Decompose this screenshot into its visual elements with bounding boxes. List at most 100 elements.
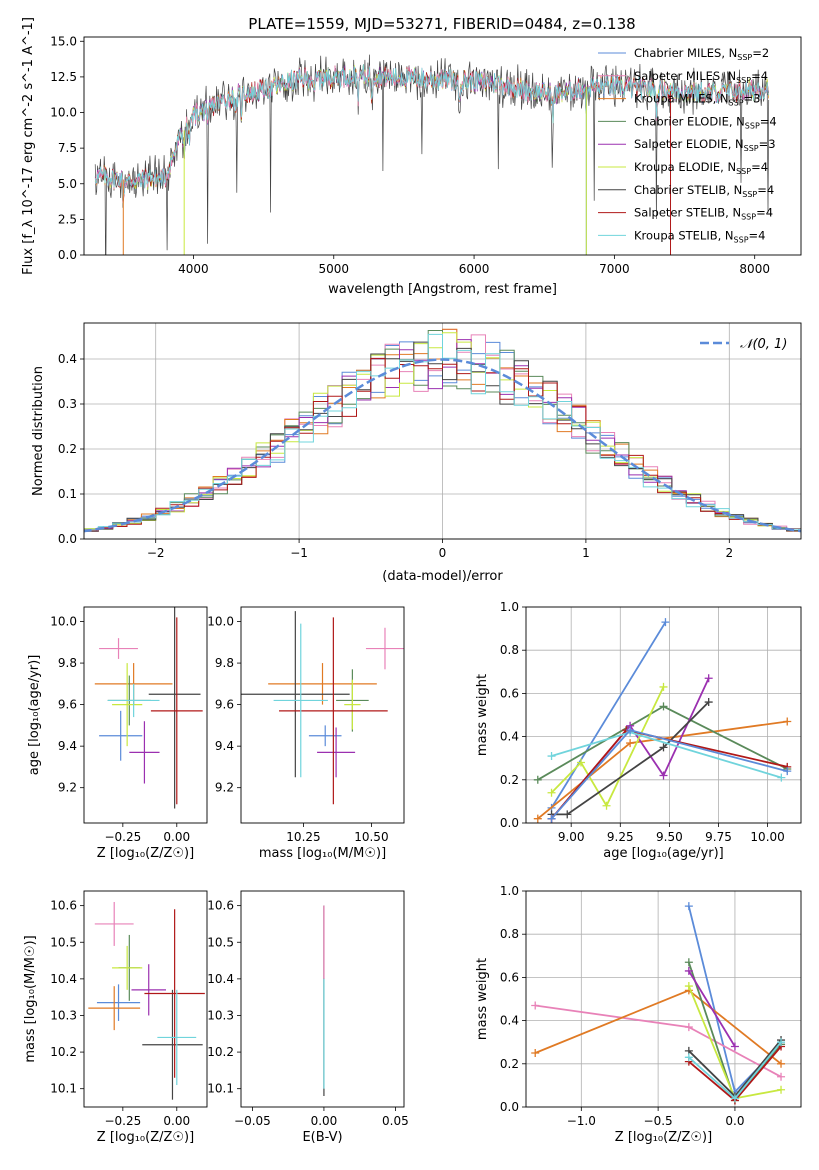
residuals-ylabel: Normed distribution [31,366,46,496]
mass_weight_vs_age-series-line [550,621,667,809]
mass_weight_vs_metallicity-series-line [688,970,736,1047]
mass_weight_vs_metallicity-point-marker [684,1053,693,1062]
age_vs_metallicity-xtick-label: 0.00 [163,830,190,844]
spectrum-xtick-label: 4000 [178,262,209,276]
spectrum-legend-label: Chabrier ELODIE, NSSP=4 [634,114,777,130]
mass_weight_vs_metallicity-point-marker [777,1085,786,1094]
mass_weight_vs_metallicity-xlabel: Z [log₁₀(Z/Z☉)] [615,1130,712,1145]
mass_weight_vs_metallicity-ylabel: mass weight [475,958,490,1040]
age_vs_mass-ytick-label: 10.0 [207,615,234,629]
mass_weight_vs_age-series-line [551,701,710,816]
residuals-hist-salpeter-stelib [84,357,801,534]
mass_weight_vs_age-point-marker [626,739,635,748]
age_vs_mass-xtick-label: 10.50 [354,830,388,844]
mass_weight_vs_metallicity-ytick-label: 0.2 [500,1057,519,1071]
age_vs_mass-frame [240,606,405,824]
mass_weight_vs_age-plot-area [533,618,792,823]
spectrum-ytick-label: 10.0 [50,106,77,120]
spectrum-ytick-label: 2.5 [58,212,77,226]
mass_weight_vs_metallicity-xtick-label: 0.0 [725,1114,744,1128]
mass_weight_vs_metallicity-point-marker [531,1049,540,1057]
mass_weight_vs_age-point-marker [783,767,792,776]
mass_vs_reddening-ytick-label: 10.1 [207,1082,234,1096]
spectrum-ytick-label: 15.0 [50,34,77,48]
spectrum-ytick-label: 12.5 [50,70,77,84]
mass_weight_vs_metallicity-point-marker [684,958,693,967]
residuals-hist-kroupa-stelib [84,333,801,533]
residuals-ytick-label: 0.2 [58,442,77,456]
mass_vs_metallicity-ylabel: mass [log₁₀(M/M☉)] [23,935,38,1062]
mass_weight_vs_age-point-marker [533,775,542,784]
mass_weight_vs_age-ytick-label: 0.2 [500,773,519,787]
mass_weight_vs_age-point-marker [533,814,542,823]
mass_weight_vs_metallicity-xtick-label: −1.0 [567,1114,596,1128]
mass_weight_vs_age-xtick-label: 9.25 [607,830,634,844]
age_vs_metallicity-ytick-label: 9.6 [58,698,77,712]
mass_vs_reddening-xtick-label: 0.00 [311,1114,338,1128]
residuals-ytick-label: 0.3 [58,397,77,411]
mass_weight_vs_age-point-marker [547,752,556,761]
spectrum-legend-label: Salpeter ELODIE, NSSP=3 [634,137,776,153]
mass_weight_vs_age-ytick-label: 0.4 [500,730,519,744]
mass_weight_vs_metallicity-ytick-label: 0.0 [500,1100,519,1114]
age_vs_metallicity-frame [83,606,208,824]
residuals-legend-label: 𝒩(0, 1) [740,337,787,352]
age_vs_mass-plot-area [241,611,404,805]
age_vs_metallicity-xlabel: Z [log₁₀(Z/Z☉)] [97,846,194,861]
mass_vs_reddening-ytick-label: 10.5 [207,935,234,949]
residuals-normal-curve [84,358,801,533]
mass_weight_vs_age-point-marker [659,743,668,752]
mass_weight_vs_age-point-marker [661,618,670,627]
age_vs_metallicity-ylabel: age [log₁₀(age/yr)] [27,655,42,776]
mass_weight_vs_age-frame [525,606,802,824]
mass_weight_vs_age-point-marker [547,814,556,823]
residuals-xtick-label: 2 [725,546,733,560]
mass_vs_reddening-ytick-label: 10.2 [207,1045,234,1059]
spectrum-xlabel: wavelength [Angstrom, rest frame] [328,282,557,297]
age_vs_mass-xtick-label: 10.25 [286,830,320,844]
mass_weight_vs_metallicity-panel: −1.0 −0.5 0.0 0.0 0.2 0.4 0.6 0.8 1.0 Z [log₁₀(Z/… [475,884,802,1145]
spectrum-legend-label: Chabrier MILES, NSSP=2 [634,46,769,62]
mass_weight_vs_age-panel: 9.00 9.25 9.50 9.75 10.00 0.0 0.2 0.4 0.6 0.8 1.0 a… [475,600,802,861]
mass_weight_vs_age-point-marker [659,771,668,780]
mass_weight_vs_metallicity-point-marker [777,1038,786,1047]
residuals-ytick-label: 0.4 [58,352,77,366]
age_vs_metallicity-ytick-label: 9.4 [58,739,77,753]
age_vs_metallicity-ytick-label: 9.8 [58,656,77,670]
mass_weight_vs_metallicity-plot-area [531,902,786,1105]
age_vs_metallicity-ytick-label: 10.0 [50,615,77,629]
mass_weight_vs_age-point-marker [563,810,572,819]
age_vs_mass-ytick-label: 9.6 [215,698,234,712]
mass_weight_vs_age-xtick-label: 10.00 [750,830,784,844]
mass_vs_metallicity-ytick-label: 10.3 [50,1008,77,1022]
spectrum-frame [83,36,802,256]
spectrum-legend-label: Kroupa ELODIE, NSSP=4 [634,160,768,176]
mass_weight_vs_age-ytick-label: 1.0 [500,600,519,614]
mass_vs_reddening-ytick-label: 10.6 [207,899,234,913]
spectrum-ylabel: Flux [f_λ 10^-17 erg cm^-2 s^-1 A^-1] [21,17,36,275]
mass_weight_vs_metallicity-ytick-label: 1.0 [500,884,519,898]
mass_weight_vs_age-xlabel: age [log₁₀(age/yr)] [603,846,724,861]
mass_vs_metallicity-ytick-label: 10.4 [50,972,77,986]
spectrum-xtick-label: 7000 [599,262,630,276]
residuals-xtick-label: −2 [147,546,165,560]
mass_weight_vs_metallicity-point-marker [684,982,693,991]
mass_weight_vs_metallicity-ytick-label: 0.4 [500,1014,519,1028]
mass_vs_metallicity-frame [83,890,208,1108]
mass_vs_metallicity-ytick-label: 10.2 [50,1045,77,1059]
spectrum-legend-label: Chabrier STELIB, NSSP=4 [634,183,774,199]
residuals-xtick-label: 0 [439,546,447,560]
mass_weight_vs_age-point-marker [704,674,713,683]
mass_vs_reddening-xtick-label: −0.05 [234,1114,271,1128]
mass_weight_vs_metallicity-ytick-label: 0.8 [500,927,519,941]
age_vs_mass-xlabel: mass [log₁₀(M/M☉)] [259,846,386,861]
mass_weight_vs_age-ytick-label: 0.6 [500,686,519,700]
mass_weight_vs_age-point-marker [783,717,792,726]
age_vs_metallicity-xtick-label: −0.25 [104,830,141,844]
spectrum-ytick-label: 5.0 [58,177,77,191]
mass_weight_vs_age-series-line [550,686,665,808]
mass_weight_vs_age-xtick-label: 9.75 [705,830,732,844]
mass_weight_vs_metallicity-frame [525,890,802,1108]
mass_vs_reddening-xlabel: E(B-V) [302,1130,342,1145]
